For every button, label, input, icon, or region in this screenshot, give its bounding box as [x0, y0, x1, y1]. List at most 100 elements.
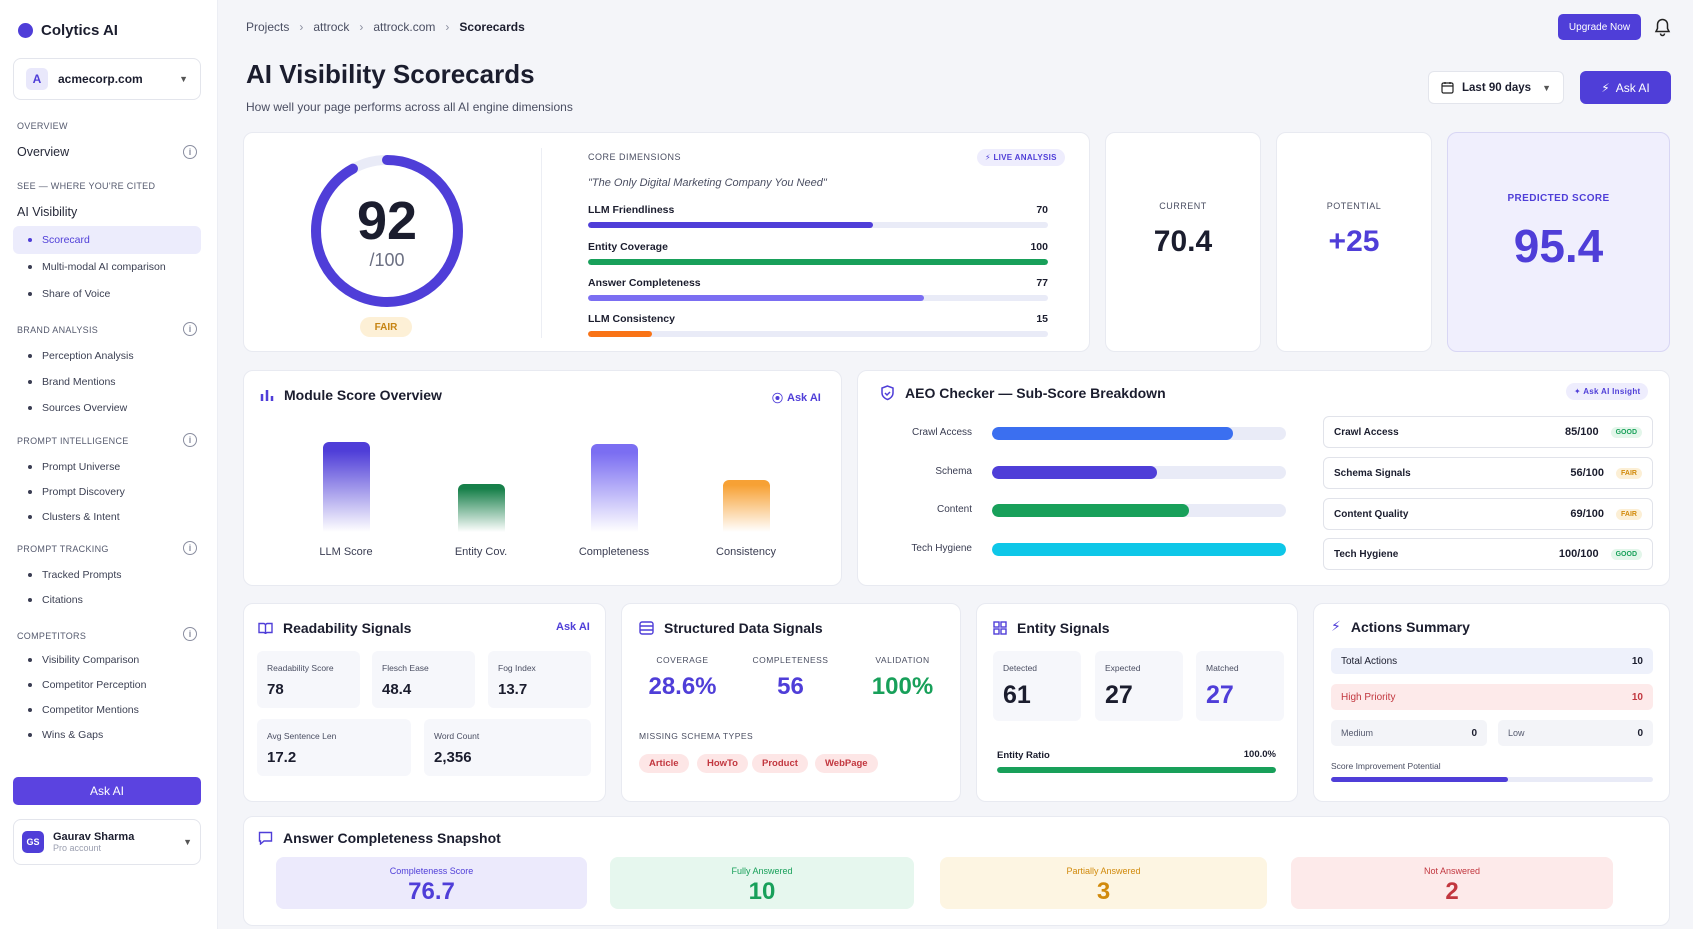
ask-ai-label: Ask AI	[787, 392, 821, 404]
sidebar-ask-ai-button[interactable]: Ask AI	[13, 777, 201, 805]
sidebar-item-citations[interactable]: Citations	[28, 594, 83, 606]
module-bar[interactable]	[590, 444, 638, 532]
database-icon	[639, 621, 654, 635]
section-brand: BRAND ANALYSIS	[17, 325, 99, 335]
section-cited: SEE — WHERE YOU'RE CITED	[17, 181, 156, 191]
module-bar[interactable]	[322, 442, 370, 532]
sidebar: Colytics AI A acmecorp.com ▼ OVERVIEW Ov…	[0, 0, 218, 929]
ask-ai-button[interactable]: ⚡ Ask AI	[1580, 71, 1671, 104]
sidebar-item-sources[interactable]: Sources Overview	[28, 402, 127, 414]
bullet-icon	[28, 465, 32, 469]
entity-ratio-fill	[997, 767, 1276, 773]
schema-chip: Article	[639, 754, 689, 773]
metric-value: 27	[1206, 681, 1234, 709]
sidebar-item-label: Citations	[42, 594, 83, 606]
sub-score-value: 69/100	[1570, 508, 1605, 520]
upgrade-button[interactable]: Upgrade Now	[1558, 14, 1641, 40]
sparkle-icon: ✦	[1574, 387, 1584, 396]
schema-chip: WebPage	[815, 754, 878, 773]
chevron-right-icon: ›	[359, 20, 364, 34]
info-icon[interactable]: i	[183, 322, 197, 336]
aeo-bar-label: Schema	[935, 466, 972, 477]
breadcrumb-project[interactable]: attrock	[313, 20, 350, 34]
sidebar-item-ai-visibility[interactable]: AI Visibility	[17, 205, 78, 219]
user-menu[interactable]: GS Gaurav Sharma Pro account ▼	[13, 819, 201, 865]
dimension-row: LLM Friendliness 70	[588, 204, 1048, 228]
sidebar-item-share-of-voice[interactable]: Share of Voice	[28, 288, 110, 300]
snapshot-not-answered: Not Answered 2	[1291, 857, 1613, 909]
breadcrumb-domain[interactable]: attrock.com	[373, 20, 436, 34]
sidebar-item-scorecard[interactable]: Scorecard	[28, 234, 90, 246]
metric-value: 17.2	[267, 749, 297, 766]
workspace-avatar: A	[26, 68, 48, 90]
sidebar-item-brand-mentions[interactable]: Brand Mentions	[28, 376, 116, 388]
score-card	[243, 132, 1090, 352]
bolt-icon: ⚡	[1331, 618, 1341, 634]
sub-score-row[interactable]: Schema Signals 56/100 FAIR	[1323, 457, 1653, 489]
sidebar-item-label: Prompt Universe	[42, 461, 121, 473]
low-value: 0	[1637, 727, 1643, 739]
module-ask-ai-link[interactable]: ⦿ Ask AI	[772, 390, 821, 406]
status-badge: FAIR	[1616, 508, 1642, 520]
bullet-icon	[28, 515, 32, 519]
module-header: Module Score Overview	[260, 387, 442, 403]
sidebar-item-overview[interactable]: Overview	[17, 145, 70, 159]
status-badge: GOOD	[1610, 548, 1642, 560]
sub-score-row[interactable]: Content Quality 69/100 FAIR	[1323, 498, 1653, 530]
bullet-icon	[28, 490, 32, 494]
chevron-down-icon: ▼	[183, 837, 192, 847]
info-icon[interactable]: i	[183, 627, 197, 641]
structured-title: Structured Data Signals	[664, 620, 823, 636]
sidebar-item-competitor-perception[interactable]: Competitor Perception	[28, 679, 146, 691]
aeo-bar-fill	[992, 466, 1157, 479]
dimension-label: LLM Consistency	[588, 313, 675, 325]
section-overview: OVERVIEW	[17, 121, 68, 131]
score-max: /100	[369, 250, 405, 270]
score-value: 92	[356, 191, 418, 251]
chat-icon	[258, 831, 273, 845]
sub-score-name: Tech Hygiene	[1334, 548, 1399, 560]
module-bar[interactable]	[722, 480, 770, 532]
aeo-bar-track	[992, 427, 1286, 440]
module-bar[interactable]	[457, 484, 505, 532]
sub-score-value: 85/100	[1564, 426, 1599, 438]
bullet-icon	[28, 708, 32, 712]
sidebar-item-prompt-universe[interactable]: Prompt Universe	[28, 461, 120, 473]
sub-score-row[interactable]: Crawl Access 85/100 GOOD	[1323, 416, 1653, 448]
workspace-select[interactable]: A acmecorp.com ▼	[13, 58, 201, 100]
readability-ask-ai-link[interactable]: Ask AI	[556, 621, 590, 633]
ask-ai-label: Ask AI	[1615, 80, 1650, 95]
sidebar-item-visibility-comparison[interactable]: Visibility Comparison	[28, 654, 139, 666]
sidebar-item-perception[interactable]: Perception Analysis	[28, 350, 134, 362]
sidebar-item-label: Multi-modal AI comparison	[42, 261, 166, 273]
validation-label: VALIDATION	[875, 655, 930, 665]
logo-icon	[18, 23, 33, 38]
sidebar-item-multimodal[interactable]: Multi-modal AI comparison	[28, 261, 166, 273]
sidebar-item-prompt-discovery[interactable]: Prompt Discovery	[28, 486, 125, 498]
snapshot-label: Not Answered	[1423, 866, 1481, 876]
sub-score-row[interactable]: Tech Hygiene 100/100 GOOD	[1323, 538, 1653, 570]
entity-matched: Matched 27	[1196, 651, 1284, 721]
info-icon[interactable]: i	[183, 541, 197, 555]
date-range-select[interactable]: Last 90 days ▼	[1428, 71, 1564, 104]
sidebar-item-tracked-prompts[interactable]: Tracked Prompts	[28, 569, 122, 581]
live-analysis-badge: ⚡ LIVE ANALYSIS	[977, 149, 1065, 166]
breadcrumb-projects[interactable]: Projects	[246, 20, 290, 34]
bell-icon[interactable]	[1654, 18, 1671, 37]
sidebar-item-wins-gaps[interactable]: Wins & Gaps	[28, 729, 103, 741]
ask-ai-insight-button[interactable]: ✦ Ask AI Insight	[1566, 383, 1649, 400]
brand[interactable]: Colytics AI	[18, 22, 118, 39]
dimension-row: Entity Coverage 100	[588, 241, 1048, 265]
status-badge: GOOD	[1610, 426, 1642, 438]
user-plan: Pro account	[53, 843, 102, 853]
info-icon[interactable]: i	[183, 145, 197, 159]
sidebar-item-competitor-mentions[interactable]: Competitor Mentions	[28, 704, 139, 716]
sidebar-item-clusters[interactable]: Clusters & Intent	[28, 511, 120, 523]
potential-card: POTENTIAL +25	[1276, 132, 1432, 352]
aeo-bar-fill	[992, 427, 1234, 440]
user-name: Gaurav Sharma	[53, 831, 135, 843]
info-icon[interactable]: i	[183, 433, 197, 447]
dimension-value: 100	[1030, 241, 1048, 253]
metric-value: 27	[1105, 681, 1133, 709]
current-card: CURRENT 70.4	[1105, 132, 1261, 352]
